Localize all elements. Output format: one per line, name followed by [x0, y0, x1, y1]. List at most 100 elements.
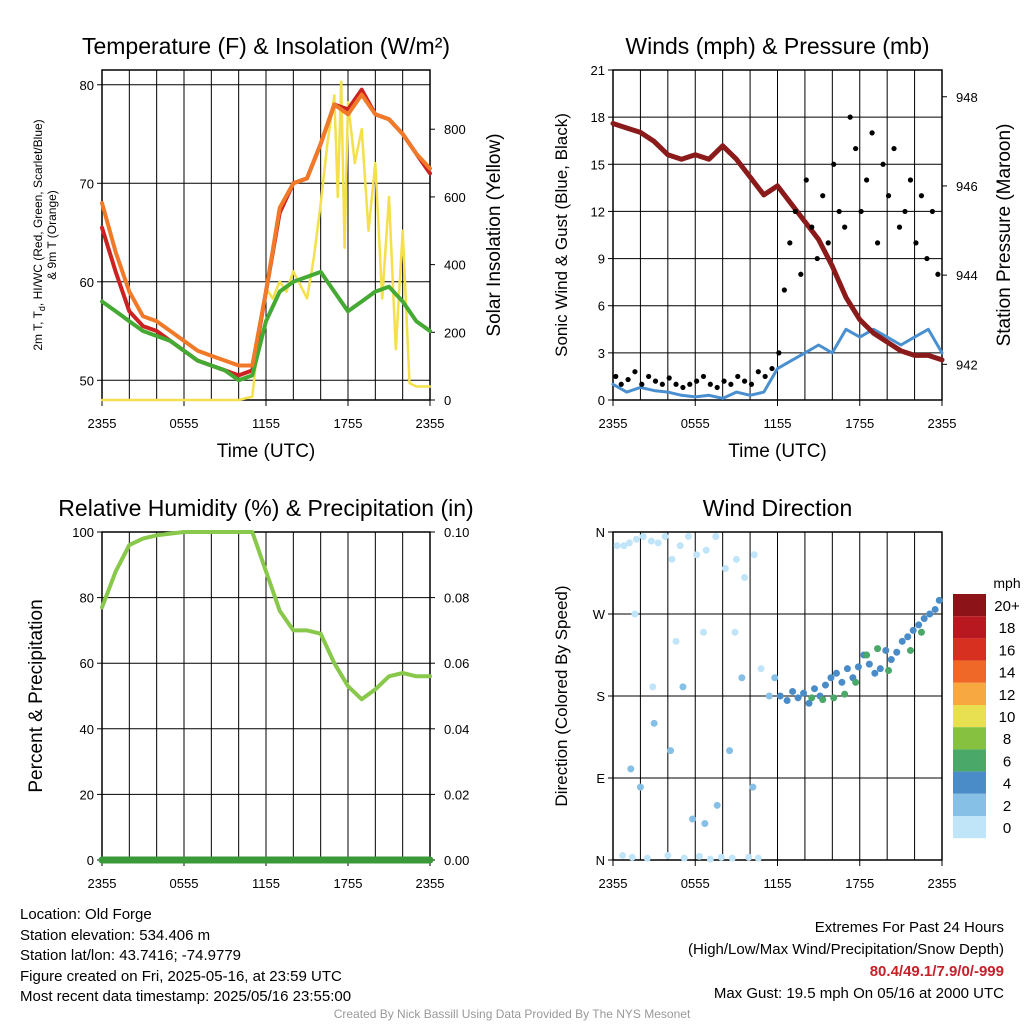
figure-created: Figure created on Fri, 2025-05-16, at 23… — [20, 967, 342, 985]
x-tick-label: 1755 — [334, 876, 363, 891]
y-tick-label: 60 — [80, 656, 94, 671]
x-tick-label: 1155 — [252, 416, 280, 431]
direction-point — [865, 660, 873, 668]
gust-point — [613, 373, 619, 380]
direction-point — [783, 697, 791, 705]
gust-point — [825, 240, 831, 246]
direction-point — [738, 674, 746, 682]
direction-point — [636, 783, 644, 791]
y-tick-label: 100 — [72, 525, 94, 540]
y-right-tick-label: 0.10 — [444, 525, 469, 540]
plot-frame — [101, 69, 431, 401]
direction-point — [863, 651, 871, 659]
x-tick-label: 1155 — [764, 876, 792, 891]
direction-point — [876, 665, 884, 673]
y-right-tick-label: 800 — [444, 122, 466, 137]
x-axis-label: Time (UTC) — [217, 441, 316, 462]
legend-swatch — [953, 638, 986, 661]
direction-point — [843, 665, 851, 673]
y-axis-label-left: Sonic Wind & Gust (Blue, Black) — [552, 113, 571, 357]
direction-point — [721, 564, 729, 572]
gust-point — [842, 224, 848, 230]
direction-point — [689, 815, 697, 823]
gust-point — [918, 193, 925, 199]
direction-point — [684, 533, 692, 541]
gust-point — [929, 208, 936, 215]
legend-swatch — [953, 771, 986, 794]
gust-point — [814, 255, 820, 262]
gust-point — [687, 381, 693, 387]
y-tick-label: E — [596, 771, 605, 786]
gust-point — [874, 240, 881, 246]
gust-point — [632, 369, 638, 375]
gust-point — [659, 381, 665, 387]
x-tick-label: 2355 — [416, 876, 445, 891]
direction-point — [789, 687, 797, 695]
direction-point — [898, 637, 906, 645]
chart-title: Temperature (F) & Insolation (W/m²) — [82, 33, 450, 59]
direction-point — [631, 610, 639, 618]
gust-point — [680, 384, 686, 391]
direction-point — [893, 648, 901, 656]
chart-title: Wind Direction — [703, 495, 853, 521]
direction-point — [808, 694, 816, 702]
gust-point — [803, 177, 809, 183]
station-elevation: Station elevation: 534.406 m — [20, 926, 211, 944]
y-right-tick-label: 600 — [444, 190, 466, 205]
direction-point — [625, 539, 633, 547]
legend-label: 14 — [999, 665, 1016, 682]
x-tick-label: 1755 — [845, 416, 874, 431]
gust-point — [762, 373, 768, 380]
direction-point — [926, 610, 934, 618]
direction-point — [619, 851, 627, 859]
y-tick-label: 12 — [591, 204, 605, 219]
gust-point — [652, 378, 659, 384]
direction-point — [776, 692, 784, 700]
gust-point — [646, 373, 652, 380]
gust-point — [935, 271, 941, 277]
station-info: Location: Old Forge Station elevation: 5… — [20, 905, 351, 1008]
legend-swatch — [953, 705, 986, 728]
chart-title: Winds (mph) & Pressure (mb) — [625, 33, 929, 59]
gust-point — [891, 145, 897, 152]
x-tick-label: 0555 — [170, 416, 199, 431]
legend-swatch — [953, 749, 986, 772]
legend-swatch — [953, 594, 986, 617]
direction-point — [854, 663, 862, 671]
x-tick-label: 2355 — [928, 876, 957, 891]
gust-point — [639, 381, 645, 387]
gust-point — [885, 193, 892, 199]
legend-label: 16 — [999, 642, 1016, 659]
x-tick-label: 2355 — [599, 416, 628, 431]
legend-title: mph — [993, 575, 1020, 591]
y-right-tick-label: 0.08 — [444, 591, 469, 606]
direction-point — [632, 535, 640, 543]
direction-point — [832, 669, 840, 677]
x-tick-label: 2355 — [88, 876, 117, 891]
x-tick-label: 1755 — [334, 416, 363, 431]
gust-point — [728, 381, 734, 387]
y-right-tick-label: 0 — [444, 393, 451, 408]
x-tick-label: 2355 — [88, 416, 117, 431]
direction-point — [613, 542, 621, 550]
direction-point — [874, 645, 882, 653]
direction-point — [649, 683, 657, 691]
direction-point — [706, 855, 714, 863]
y-axis-label-left: Percent & Precipitation — [26, 599, 47, 792]
y-tick-label: 50 — [80, 373, 94, 388]
direction-point — [838, 678, 846, 686]
direction-point — [906, 646, 914, 654]
direction-point — [885, 666, 893, 674]
gust-point — [820, 193, 826, 199]
direction-point — [667, 747, 675, 755]
direction-point — [882, 646, 890, 654]
direction-point — [643, 854, 651, 862]
direction-point — [728, 854, 736, 862]
x-axis-label: Time (UTC) — [728, 441, 827, 462]
max-gust: Max Gust: 19.5 mph On 05/16 at 2000 UTC — [713, 985, 1004, 1002]
y-tick-label: N — [596, 853, 605, 868]
direction-point — [693, 551, 701, 559]
y-tick-label: 0 — [87, 853, 94, 868]
y-axis-label-line: 2m T, T — [31, 310, 45, 350]
y-right-tick-label: 0.06 — [444, 656, 469, 671]
